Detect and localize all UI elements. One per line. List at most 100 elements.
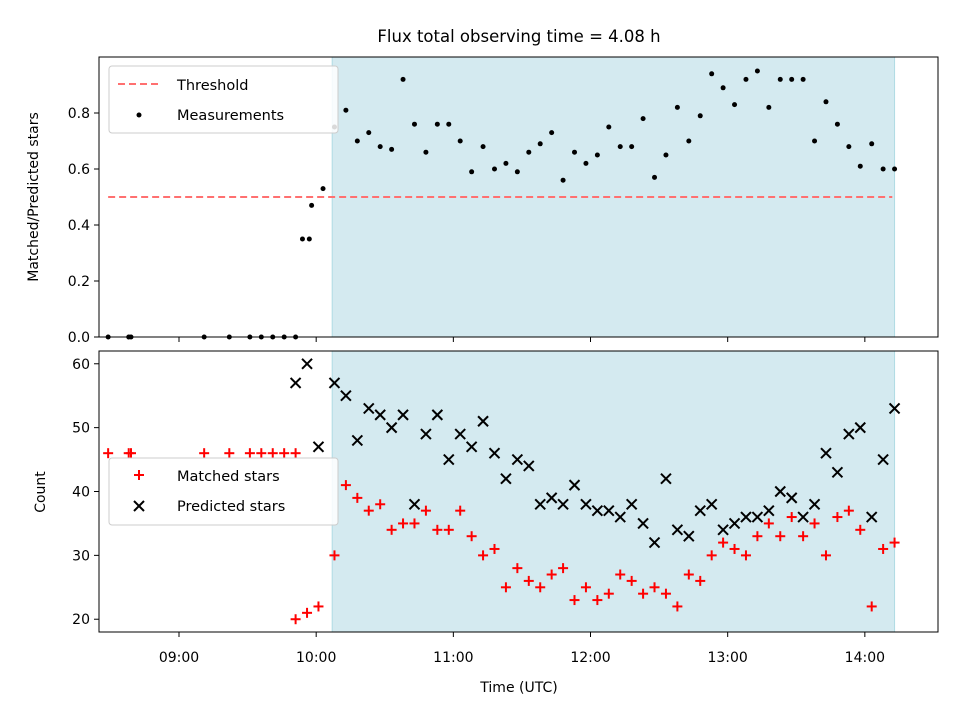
measurement-point [674,104,680,110]
measurement-point [434,121,440,127]
matched-star-point [279,448,290,459]
predicted-star-point [774,485,786,498]
matched-star-point [695,575,706,586]
measurement-point [594,152,600,158]
predicted-star-point [820,447,832,459]
xtick-label: 12:00 [570,650,610,666]
predicted-star-point [648,536,661,549]
predicted-star-point [763,504,775,517]
bottom-ytick-label: 30 [72,548,90,564]
predicted-star-point [568,479,581,491]
bottom-ytick-label: 40 [72,485,90,501]
predicted-star-point [877,453,889,466]
measurement-point [503,160,509,166]
matched-star-point [683,569,694,580]
matched-star-point [615,569,626,580]
measurement-point [743,76,749,82]
matched-star-point [718,537,729,548]
legend-matched-label: Matched stars [177,469,280,485]
predicted-star-point [328,377,341,389]
measurement-point [423,149,429,155]
predicted-star-point [717,524,729,536]
top-legend: Threshold Measurements [108,65,339,134]
predicted-star-point [545,492,558,504]
matched-star-point [569,595,580,606]
measurement-point [869,141,875,147]
predicted-star-point [797,511,809,523]
predicted-star-point [511,453,524,466]
measurement-point [526,149,532,155]
measurement-point [663,152,669,158]
bottom-ytick-label: 50 [72,421,90,437]
matched-star-point [580,582,591,593]
predicted-star-point [351,434,364,447]
measurement-point [834,121,840,127]
matched-star-point [352,492,363,503]
measurement-point [480,144,486,150]
matched-star-point [244,448,255,459]
matched-star-point [660,588,671,599]
top-shaded-region [331,56,896,338]
predicted-star-point [420,428,432,440]
predicted-star-point [637,517,649,530]
top-ytick-label: 0.6 [68,162,90,178]
predicted-star-point [854,421,866,434]
predicted-star-point [312,441,325,453]
top-plot: 0.00.20.40.60.8 Matched/Predicted stars … [26,56,939,346]
matched-star-point [363,505,374,516]
bottom-shaded-region [331,350,896,633]
predicted-star-point [660,473,672,485]
xtick-label: 10:00 [296,650,336,666]
matched-star-point [649,582,660,593]
measurement-point [777,76,783,82]
legend-predicted-swatch [133,500,145,512]
matched-star-point [775,531,786,542]
matched-star-point [432,524,443,535]
matched-star-point [398,518,409,529]
measurement-point [754,68,760,74]
predicted-star-point [523,460,535,472]
xtick-label: 14:00 [845,650,885,666]
predicted-star-point [500,473,512,485]
matched-star-point [832,512,843,523]
matched-star-point [672,601,683,612]
predicted-star-point [591,504,604,517]
bottom-ytick-label: 60 [72,357,90,373]
top-ytick-label: 0.4 [68,218,90,234]
matched-star-point [420,505,431,516]
measurement-point [800,76,806,82]
measurement-point [389,146,395,152]
measurement-point [400,76,406,82]
matched-star-point [866,601,877,612]
bottom-legend: Matched stars Predicted stars [108,457,339,526]
legend-measurements-swatch [136,112,142,118]
predicted-star-point [728,517,741,530]
matched-star-point [626,575,637,586]
matched-star-point [878,543,889,554]
measurement-point [514,169,520,175]
measurement-point [880,166,886,172]
top-y-axis-label: Matched/Predicted stars [26,112,42,282]
legend-predicted-label: Predicted stars [177,499,285,515]
measurement-point [457,138,463,144]
matched-star-point [290,448,301,459]
measurement-point [354,138,360,144]
legend-measurements-label: Measurements [177,108,284,124]
top-plot-frame [98,56,939,338]
xtick-label: 13:00 [707,650,747,666]
matched-star-point [855,524,866,535]
predicted-star-point [488,447,501,459]
matched-star-point [798,531,809,542]
predicted-star-point [843,428,855,440]
predicted-star-point [683,530,695,542]
predicted-star-point [603,504,615,517]
matched-star-point [729,543,740,554]
measurement-point [720,85,726,91]
matched-star-point [512,563,523,574]
chart-title: Flux total observing time = 4.08 h [377,27,660,46]
measurement-point [309,202,315,208]
matched-star-point [340,480,351,491]
top-ytick-label: 0.0 [68,330,90,346]
predicted-star-point [580,498,592,510]
predicted-star-point [557,498,569,510]
